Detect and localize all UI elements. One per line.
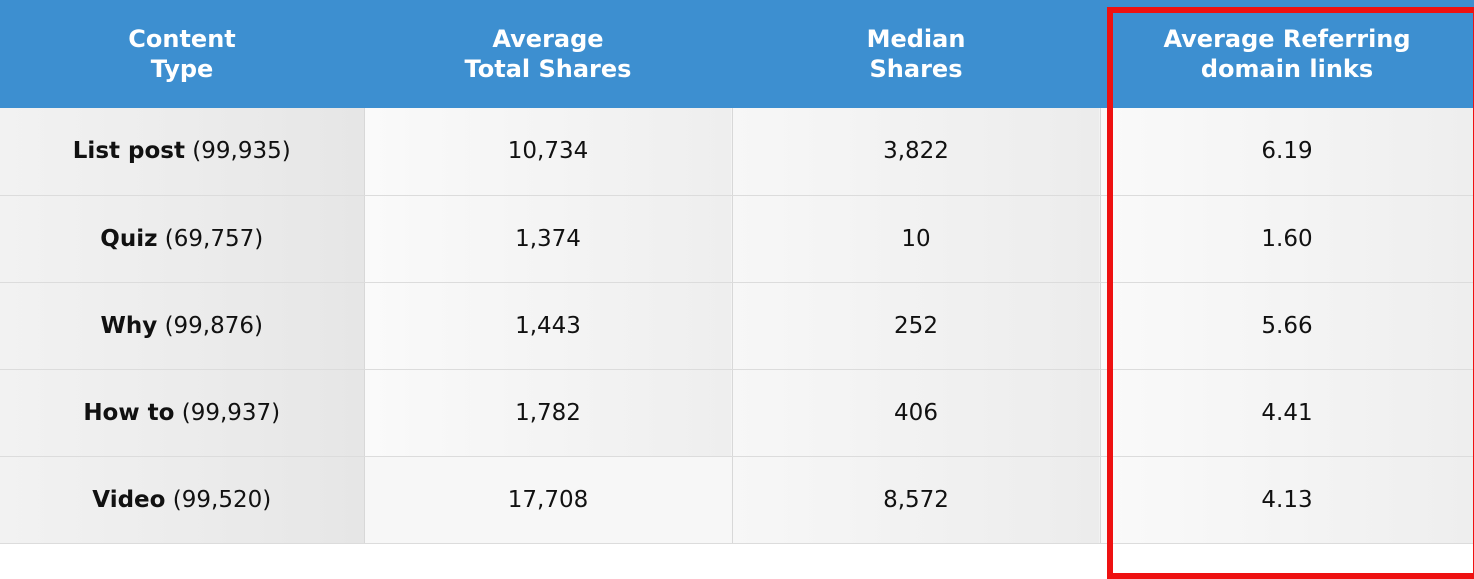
table-row: List post (99,935) 10,734 3,822 6.19 [0, 108, 1474, 196]
content-type-name: Why [100, 312, 158, 339]
content-type-table: Content Type Average Total Shares Median… [0, 0, 1474, 544]
content-type-name: Video [92, 486, 166, 513]
median-shares-cell: 406 [732, 369, 1101, 457]
content-type-cell: List post (99,935) [0, 108, 365, 196]
content-type-count: (69,757) [164, 225, 264, 252]
column-header-line: Average [492, 25, 604, 53]
average-total-shares-cell: 1,782 [364, 369, 733, 457]
column-header-line: Total Shares [464, 55, 632, 83]
table-row: Quiz (69,757) 1,374 10 1.60 [0, 195, 1474, 283]
content-type-name: How to [83, 399, 175, 426]
table-body: List post (99,935) 10,734 3,822 6.19 Qui… [0, 108, 1474, 544]
median-shares-cell: 3,822 [732, 108, 1101, 196]
column-header-line: domain links [1200, 55, 1374, 83]
content-type-cell: Why (99,876) [0, 282, 365, 370]
content-type-count: (99,520) [172, 486, 272, 513]
median-shares-cell: 10 [732, 195, 1101, 283]
median-shares-cell: 252 [732, 282, 1101, 370]
average-referring-domain-links-cell: 1.60 [1100, 195, 1474, 283]
header-row: Content Type Average Total Shares Median… [0, 0, 1474, 108]
column-header-line: Content [128, 25, 236, 53]
column-header-line: Shares [869, 55, 963, 83]
content-type-count: (99,876) [164, 312, 263, 339]
average-total-shares-cell: 10,734 [364, 108, 733, 196]
column-header-average-referring-domain-links: Average Referring domain links [1100, 0, 1474, 108]
content-type-name: List post [72, 138, 185, 165]
average-total-shares-cell: 17,708 [364, 456, 733, 544]
average-referring-domain-links-cell: 4.13 [1100, 456, 1474, 544]
average-total-shares-cell: 1,443 [364, 282, 733, 370]
column-header-line: Median [866, 25, 966, 53]
column-header-average-total-shares: Average Total Shares [364, 0, 732, 108]
content-type-count: (99,935) [192, 138, 291, 165]
table-row: How to (99,937) 1,782 406 4.41 [0, 369, 1474, 457]
column-header-median-shares: Median Shares [732, 0, 1100, 108]
average-referring-domain-links-cell: 6.19 [1100, 108, 1474, 196]
median-shares-cell: 8,572 [732, 456, 1101, 544]
content-type-name: Quiz [100, 225, 158, 252]
column-header-line: Average Referring [1163, 25, 1411, 53]
content-type-count: (99,937) [181, 399, 281, 426]
average-total-shares-cell: 1,374 [364, 195, 733, 283]
content-type-cell: How to (99,937) [0, 369, 365, 457]
content-type-cell: Quiz (69,757) [0, 195, 365, 283]
column-header-content-type: Content Type [0, 0, 364, 108]
average-referring-domain-links-cell: 4.41 [1100, 369, 1474, 457]
average-referring-domain-links-cell: 5.66 [1100, 282, 1474, 370]
content-type-cell: Video (99,520) [0, 456, 365, 544]
table-header: Content Type Average Total Shares Median… [0, 0, 1474, 108]
table-row: Why (99,876) 1,443 252 5.66 [0, 282, 1474, 370]
table-row: Video (99,520) 17,708 8,572 4.13 [0, 456, 1474, 544]
column-header-line: Type [150, 55, 214, 83]
